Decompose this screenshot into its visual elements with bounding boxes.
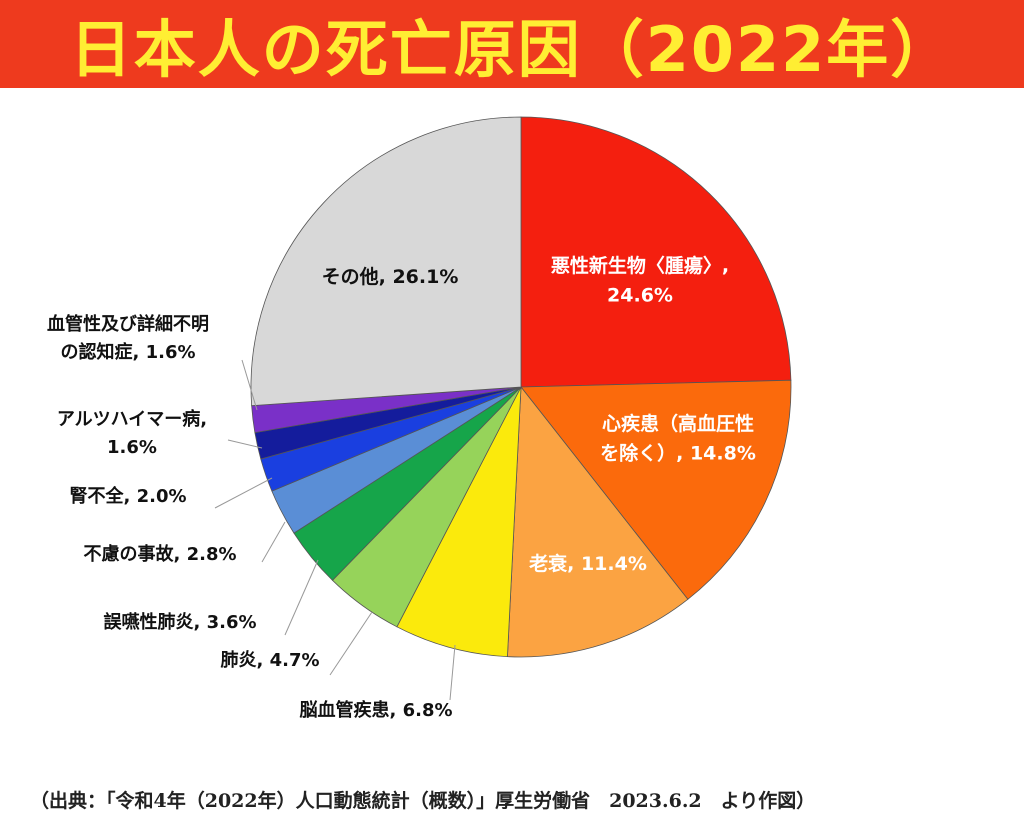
slice-label-1: 心疾患（高血圧性を除く）, 14.8% [600, 412, 756, 464]
pie-slice-10 [250, 116, 522, 407]
pie-slice-1 [520, 379, 792, 600]
slice-label-0: 悪性新生物〈腫瘍〉, 24.6% [551, 254, 729, 306]
page-title: 日本人の死亡原因（2022年） [69, 13, 955, 86]
slice-label-3: 脳血管疾患, 6.8% [299, 699, 452, 721]
slice-label-8: アルツハイマー病, 1.6% [57, 408, 207, 458]
leader-line-7 [214, 477, 273, 509]
pie-slice-3 [396, 386, 522, 658]
leader-line-9 [241, 359, 258, 411]
slice-label-10: その他, 26.1% [322, 265, 459, 288]
leader-line-3 [449, 644, 456, 701]
pie-chart: 悪性新生物〈腫瘍〉, 24.6% 心疾患（高血圧性を除く）, 14.8% 老衰, 11… [47, 116, 792, 721]
slice-label-5: 誤嚥性肺炎, 3.6% [103, 611, 256, 633]
slice-label-2: 老衰, 11.4% [529, 552, 647, 575]
pie-slice-2 [507, 385, 689, 658]
slice-label-7: 腎不全, 2.0% [69, 485, 186, 507]
slice-label-4: 肺炎, 4.7% [220, 650, 319, 671]
leader-line-5 [284, 559, 319, 636]
leader-line-4 [329, 611, 373, 676]
leader-line-6 [261, 521, 286, 563]
slice-label-9: 血管性及び詳細不明の認知症, 1.6% [47, 313, 209, 363]
source-note: （出典：「令和4年（2022年）人口動態統計（概数）」厚生労働省 2023.6.… [30, 790, 816, 812]
slice-label-6: 不慮の事故, 2.8% [83, 543, 236, 565]
pie-slice-0 [520, 116, 792, 388]
leader-line-8 [227, 439, 263, 449]
title-bar: 日本人の死亡原因（2022年） [0, 0, 1024, 88]
